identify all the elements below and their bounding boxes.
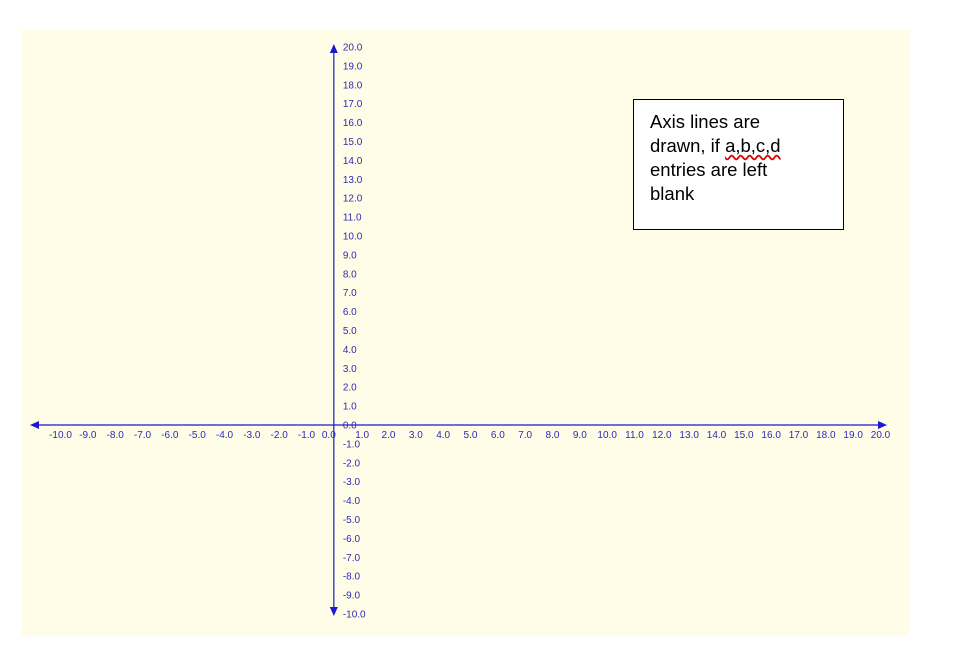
x-tick-labels: -10.0 -9.0 -8.0 -7.0 -6.0 -5.0 -4.0 -3.0 -2.0 -1.… (49, 430, 891, 441)
annotation-line-2: drawn, if a,b,c,d (650, 134, 833, 158)
y-tick-label: 0.0 (343, 421, 357, 432)
y-tick-label: 11.0 (343, 213, 362, 224)
x-tick-label: 8.0 (546, 430, 560, 441)
x-tick-label: 17.0 (789, 430, 809, 441)
y-tick-label: -4.0 (343, 496, 361, 507)
y-tick-label: 9.0 (343, 250, 357, 261)
x-tick-label: 12.0 (652, 430, 672, 441)
chart-plot: -10.0 -9.0 -8.0 -7.0 -6.0 -5.0 -4.0 -3.0 -2.0 -1.… (30, 43, 891, 621)
x-tick-label: 20.0 (871, 430, 891, 441)
y-tick-label: 17.0 (343, 99, 363, 110)
x-tick-label: -9.0 (79, 430, 97, 441)
y-tick-label: 16.0 (343, 118, 363, 129)
annotation-box: Axis lines are drawn, if a,b,c,d entries… (633, 99, 844, 230)
y-tick-label: 1.0 (343, 402, 357, 413)
y-tick-labels: -10.0 -9.0 -8.0 -7.0 -6.0 -5.0 -4.0 -3.0 -2.0 -1.… (343, 43, 366, 621)
x-tick-label: 19.0 (843, 430, 863, 441)
x-tick-label: 9.0 (573, 430, 587, 441)
y-axis-arrow-bottom (329, 607, 338, 616)
annotation-line-2-prefix: drawn, if (650, 135, 726, 156)
x-tick-label: 10.0 (597, 430, 617, 441)
y-tick-label: 20.0 (343, 43, 363, 54)
y-tick-label: -8.0 (343, 572, 361, 583)
x-tick-label: -7.0 (134, 430, 152, 441)
x-tick-label: 18.0 (816, 430, 836, 441)
axes (30, 44, 887, 616)
x-tick-label: -3.0 (243, 430, 261, 441)
y-tick-label: 2.0 (343, 383, 357, 394)
x-tick-label: -8.0 (107, 430, 125, 441)
x-tick-label: 14.0 (707, 430, 727, 441)
x-tick-label: 7.0 (518, 430, 532, 441)
x-tick-label: 1.0 (355, 430, 369, 441)
annotation-line-2-variables: a,b,c,d (725, 135, 781, 156)
y-tick-label: 3.0 (343, 364, 357, 375)
x-tick-label: 4.0 (436, 430, 450, 441)
x-tick-label: 6.0 (491, 430, 505, 441)
y-tick-label: 6.0 (343, 307, 357, 318)
y-tick-label: -5.0 (343, 515, 361, 526)
x-axis-arrow-left (30, 421, 39, 429)
y-tick-label: 18.0 (343, 80, 363, 91)
y-tick-label: 12.0 (343, 194, 363, 205)
x-tick-label: -10.0 (49, 430, 72, 441)
x-tick-label: 16.0 (761, 430, 781, 441)
x-tick-label: -1.0 (298, 430, 316, 441)
annotation-line-4: blank (650, 183, 695, 204)
y-tick-label: 15.0 (343, 137, 363, 148)
x-tick-label: 15.0 (734, 430, 754, 441)
y-tick-label: 14.0 (343, 156, 363, 167)
y-tick-label: 19.0 (343, 61, 363, 72)
x-tick-label: 2.0 (382, 430, 396, 441)
x-tick-label: -4.0 (216, 430, 234, 441)
annotation-line-1: Axis lines are (650, 111, 761, 132)
x-tick-label: -2.0 (271, 430, 289, 441)
x-tick-label: 5.0 (464, 430, 478, 441)
x-tick-label: 3.0 (409, 430, 423, 441)
y-tick-label: -6.0 (343, 534, 361, 545)
y-axis-arrow-top (329, 44, 338, 53)
y-tick-label: -10.0 (343, 610, 366, 621)
x-tick-label: -5.0 (189, 430, 207, 441)
y-tick-label: 5.0 (343, 326, 357, 337)
x-tick-label: 11.0 (625, 430, 644, 441)
x-tick-label: 13.0 (679, 430, 699, 441)
x-tick-label: -6.0 (161, 430, 179, 441)
y-tick-label: 8.0 (343, 269, 357, 280)
y-tick-label: -9.0 (343, 591, 361, 602)
y-tick-label: -1.0 (343, 439, 361, 450)
y-tick-label: 7.0 (343, 288, 357, 299)
y-tick-label: 13.0 (343, 175, 363, 186)
y-tick-label: -2.0 (343, 458, 361, 469)
y-tick-label: -7.0 (343, 553, 361, 564)
annotation-line-3: entries are left (650, 159, 768, 180)
x-axis-arrow-right (878, 421, 887, 429)
y-tick-label: -3.0 (343, 477, 361, 488)
y-tick-label: 4.0 (343, 345, 357, 356)
x-tick-label: 0.0 (322, 430, 336, 441)
y-tick-label: 10.0 (343, 232, 363, 243)
